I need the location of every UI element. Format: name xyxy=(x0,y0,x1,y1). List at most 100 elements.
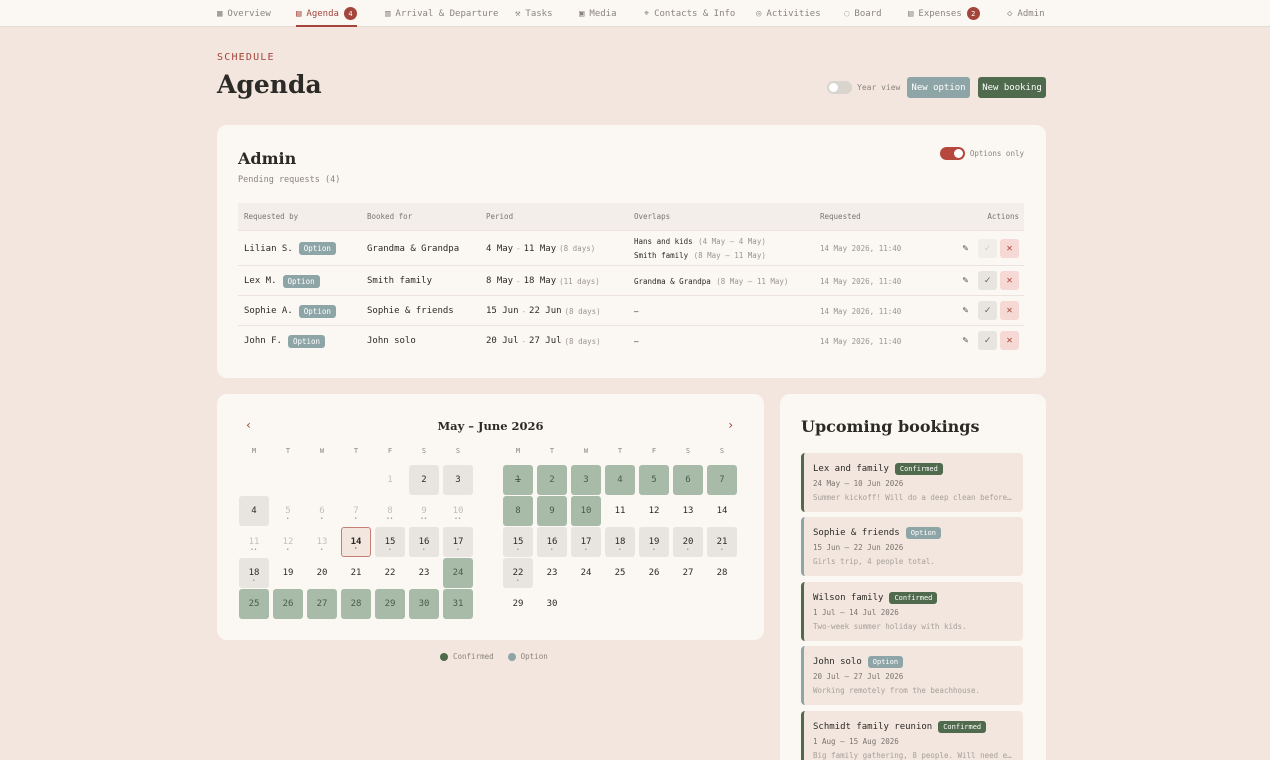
calendar-day[interactable]: 10 xyxy=(571,496,601,526)
booking-card[interactable]: Lex and family Confirmed 24 May — 10 Jun … xyxy=(801,453,1023,512)
next-month-icon[interactable]: › xyxy=(727,418,735,432)
calendar-day[interactable]: 6 xyxy=(673,465,703,495)
calendar-day[interactable]: 30 xyxy=(546,599,558,609)
booking-card[interactable]: Schmidt family reunion Confirmed 1 Aug — … xyxy=(801,711,1023,760)
calendar-day[interactable]: 1 xyxy=(387,475,393,485)
calendar-day[interactable]: 26 xyxy=(273,589,303,619)
calendar-day[interactable]: 17 • xyxy=(443,527,473,557)
year-view-toggle[interactable] xyxy=(827,81,852,94)
edit-icon[interactable]: ✎ xyxy=(962,335,969,346)
calendar-day[interactable]: 28 xyxy=(716,568,728,578)
requested-time: 14 May 2026, 11:40 xyxy=(820,306,902,316)
nav-tab-arrival-departure[interactable]: ▥ Arrival & Departure xyxy=(385,0,498,27)
nav-tab-agenda[interactable]: ▤ Agenda 4 xyxy=(296,0,357,27)
new-option-button[interactable]: New option xyxy=(907,77,970,98)
nav-tab-overview[interactable]: ▦ Overview xyxy=(217,0,271,27)
reject-button[interactable]: ✕ xyxy=(1000,301,1019,320)
approve-button[interactable]: ✓ xyxy=(978,238,997,258)
calendar-day[interactable]: 12 xyxy=(648,506,660,516)
reject-button[interactable]: ✕ xyxy=(1000,331,1019,350)
calendar-day[interactable]: 27 xyxy=(682,568,694,578)
nav-tab-media[interactable]: ▣ Media xyxy=(579,0,617,27)
nav-tab-tasks[interactable]: ⚒ Tasks xyxy=(515,0,553,27)
booking-card[interactable]: John solo Option 20 Jul — 27 Jul 2026 Wor… xyxy=(801,646,1023,705)
calendar-day[interactable]: 16 • xyxy=(537,527,567,557)
reject-button[interactable]: ✕ xyxy=(1000,271,1019,290)
calendar-day[interactable]: 19 xyxy=(282,568,294,578)
calendar-day[interactable]: 16 • xyxy=(409,527,439,557)
calendar-day[interactable]: 4 xyxy=(605,465,635,495)
edit-icon[interactable]: ✎ xyxy=(962,305,969,316)
approve-button[interactable]: ✓ xyxy=(978,271,997,290)
calendar-day[interactable]: 29 xyxy=(512,599,524,609)
nav-tab-label: Contacts & Info xyxy=(654,8,736,19)
approve-button[interactable]: ✓ xyxy=(978,331,997,350)
calendar-day[interactable]: 4 xyxy=(239,496,269,526)
calendar-day[interactable]: 17 • xyxy=(571,527,601,557)
calendar-day[interactable]: 3 xyxy=(443,465,473,495)
calendar-day[interactable]: 9 •• xyxy=(409,496,439,526)
calendar-day[interactable]: 13 • xyxy=(307,527,337,557)
options-only-toggle[interactable] xyxy=(939,147,965,160)
nav-tab-board[interactable]: ◌ Board xyxy=(844,0,882,27)
calendar-day[interactable]: 19 • xyxy=(639,527,669,557)
calendar-day[interactable]: 12 • xyxy=(273,527,303,557)
edit-icon[interactable]: ✎ xyxy=(962,242,969,254)
nav-tab-admin[interactable]: ◇ Admin xyxy=(1007,0,1045,27)
calendar-day[interactable]: 27 xyxy=(307,589,337,619)
calendar-day[interactable]: 20 • xyxy=(673,527,703,557)
overlap-range: (8 May – 11 May) xyxy=(693,251,766,260)
calendar-day[interactable]: 11 xyxy=(614,506,626,516)
booking-card[interactable]: Wilson family Confirmed 1 Jul — 14 Jul 20… xyxy=(801,582,1023,641)
calendar-day[interactable]: 31 xyxy=(443,589,473,619)
booking-dots: • xyxy=(286,547,290,553)
calendar-day[interactable]: 1 xyxy=(503,465,533,495)
calendar-day[interactable]: 25 xyxy=(239,589,269,619)
prev-month-icon[interactable]: ‹ xyxy=(245,418,253,432)
calendar-day[interactable]: 14 xyxy=(716,506,728,516)
calendar-day[interactable]: 5 • xyxy=(273,496,303,526)
calendar-day[interactable]: 22 • xyxy=(503,558,533,588)
calendar-day[interactable]: 10 •• xyxy=(443,496,473,526)
calendar-day[interactable]: 8 xyxy=(503,496,533,526)
calendar-day[interactable]: 21 • xyxy=(707,527,737,557)
calendar-day[interactable]: 7 xyxy=(707,465,737,495)
approve-button[interactable]: ✓ xyxy=(978,301,997,320)
calendar-day[interactable]: 5 xyxy=(639,465,669,495)
calendar-day[interactable]: 2 xyxy=(409,465,439,495)
option-badge: Option xyxy=(287,334,326,348)
edit-icon[interactable]: ✎ xyxy=(962,275,969,286)
calendar-day[interactable]: 3 xyxy=(571,465,601,495)
calendar-day[interactable]: 25 xyxy=(614,568,626,578)
nav-tab-expenses[interactable]: ▤ Expenses 2 xyxy=(908,0,980,27)
calendar-day[interactable]: 11 •• xyxy=(239,527,269,557)
calendar-day[interactable]: 2 xyxy=(537,465,567,495)
calendar-day[interactable]: 23 xyxy=(418,568,430,578)
calendar-day[interactable]: 22 xyxy=(384,568,396,578)
new-booking-button[interactable]: New booking xyxy=(978,77,1046,98)
nav-tab-activities[interactable]: ◎ Activities xyxy=(756,0,821,27)
calendar-day[interactable]: 9 xyxy=(537,496,567,526)
calendar-day[interactable]: 24 xyxy=(580,568,592,578)
row-actions: ✎ ✓ ✕ xyxy=(956,271,1019,290)
calendar-day[interactable]: 28 xyxy=(341,589,371,619)
calendar-day[interactable]: 8 •• xyxy=(375,496,405,526)
calendar-day[interactable]: 6 • xyxy=(307,496,337,526)
calendar-day[interactable]: 18 • xyxy=(239,558,269,588)
calendar-day[interactable]: 18 • xyxy=(605,527,635,557)
calendar-day[interactable]: 15 • xyxy=(503,527,533,557)
calendar-day[interactable]: 23 xyxy=(546,568,558,578)
calendar-day[interactable]: 26 xyxy=(648,568,660,578)
calendar-day[interactable]: 13 xyxy=(682,506,694,516)
calendar-day[interactable]: 20 xyxy=(316,568,328,578)
calendar-day[interactable]: 14 • xyxy=(341,527,371,557)
reject-button[interactable]: ✕ xyxy=(1000,238,1019,258)
calendar-day[interactable]: 15 • xyxy=(375,527,405,557)
calendar-day[interactable]: 21 xyxy=(350,568,362,578)
calendar-day[interactable]: 29 xyxy=(375,589,405,619)
nav-tab-contacts-info[interactable]: ⌖ Contacts & Info xyxy=(644,0,735,27)
calendar-day[interactable]: 30 xyxy=(409,589,439,619)
calendar-day[interactable]: 24 xyxy=(443,558,473,588)
calendar-day[interactable]: 7 • xyxy=(341,496,371,526)
booking-card[interactable]: Sophie & friends Option 15 Jun — 22 Jun 2… xyxy=(801,517,1023,576)
